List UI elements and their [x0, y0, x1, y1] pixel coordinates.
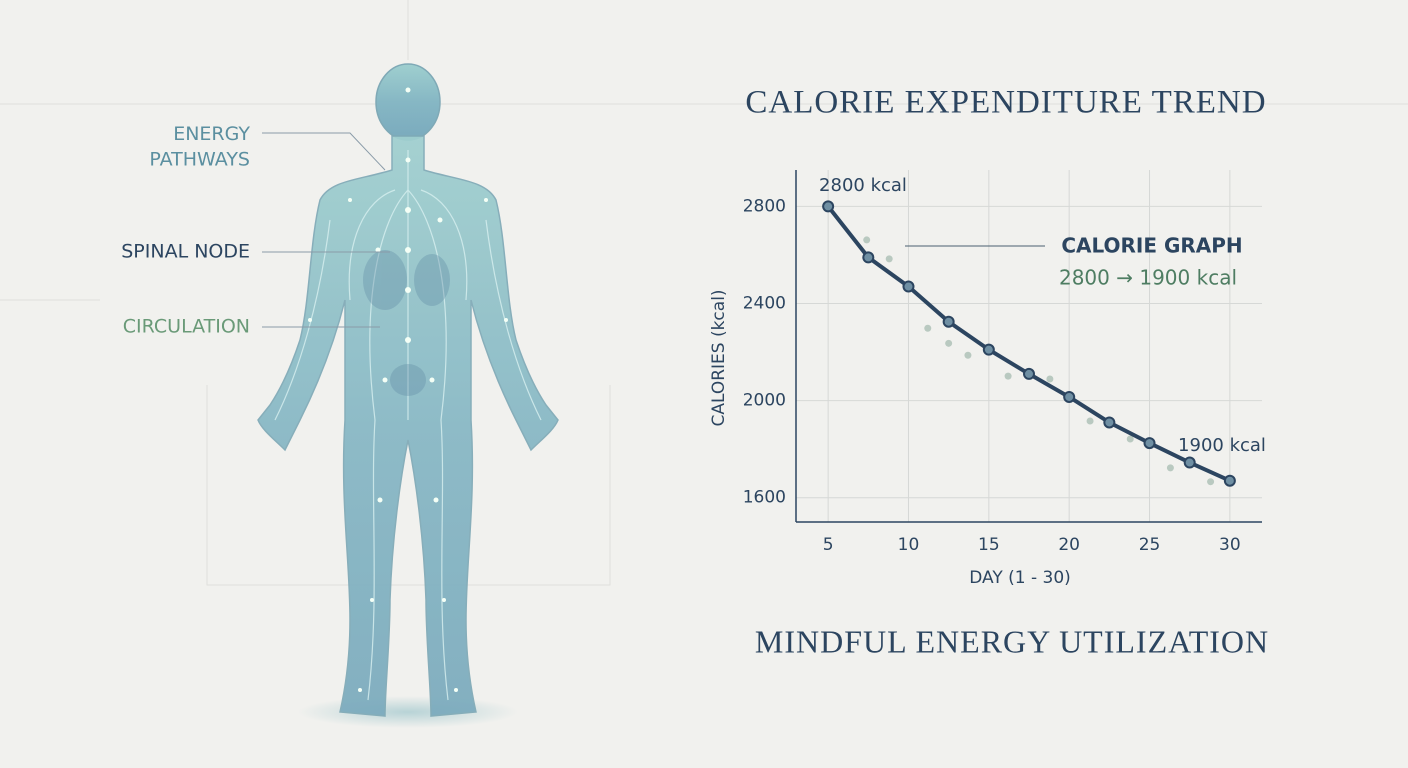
x-tick-label: 30	[1219, 535, 1241, 555]
scatter-point	[1166, 464, 1174, 472]
line-point	[1183, 456, 1196, 469]
scatter-point	[1046, 375, 1054, 383]
scatter-point	[964, 351, 972, 359]
annotation: 2800 → 1900 kcal	[1059, 266, 1237, 290]
annotation: 2800 kcal	[819, 175, 907, 196]
caption: MINDFUL ENERGY UTILIZATION	[755, 623, 1269, 659]
chart-title: CALORIE EXPENDITURE TREND	[745, 85, 1266, 121]
line-point	[1143, 437, 1156, 450]
figure-label: ENERGY PATHWAYS	[149, 123, 250, 171]
label-leaders	[262, 132, 390, 328]
line-point	[822, 200, 835, 213]
plot: 1600 2000 2400 2800 5 10 15 20 25 30 2800 kcal CALO…	[743, 170, 1266, 555]
x-axis-label: DAY (1 - 30)	[969, 568, 1071, 588]
line-point	[1103, 416, 1116, 429]
line-point	[1063, 390, 1076, 403]
line-point	[1023, 367, 1035, 380]
scatter-point	[863, 236, 871, 244]
line-point	[1223, 474, 1236, 487]
annotation: 1900 kcal	[1178, 435, 1266, 456]
line-point	[862, 251, 875, 264]
x-tick-label: 10	[898, 535, 920, 555]
human-figure	[257, 63, 559, 717]
scatter-point	[1004, 372, 1012, 380]
scatter-point	[1207, 478, 1215, 486]
y-tick-label: 2400	[743, 294, 786, 314]
scatter-point	[1086, 417, 1094, 425]
x-tick-label: 20	[1058, 535, 1080, 555]
y-tick-label: 2000	[743, 391, 786, 411]
y-axis-label: CALORIES (kcal)	[709, 289, 729, 426]
background-frame	[0, 0, 1408, 586]
line-point	[902, 280, 915, 293]
line-point	[982, 343, 995, 356]
scatter-point	[885, 255, 893, 263]
scatter-point	[924, 324, 932, 332]
x-tick-label: 5	[823, 535, 834, 555]
x-tick-label: 25	[1139, 535, 1161, 555]
figure-label: CIRCULATION	[123, 316, 250, 338]
scatter-point	[945, 339, 953, 347]
floor-glow	[298, 696, 518, 728]
scatter-point	[1126, 435, 1134, 443]
x-tick-label: 15	[978, 535, 1000, 555]
figure-label: SPINAL NODE	[121, 241, 250, 263]
y-tick-label: 1600	[743, 488, 786, 508]
annotation: CALORIE GRAPH	[1061, 234, 1242, 258]
line-point	[942, 315, 955, 328]
y-tick-label: 2800	[743, 196, 786, 216]
